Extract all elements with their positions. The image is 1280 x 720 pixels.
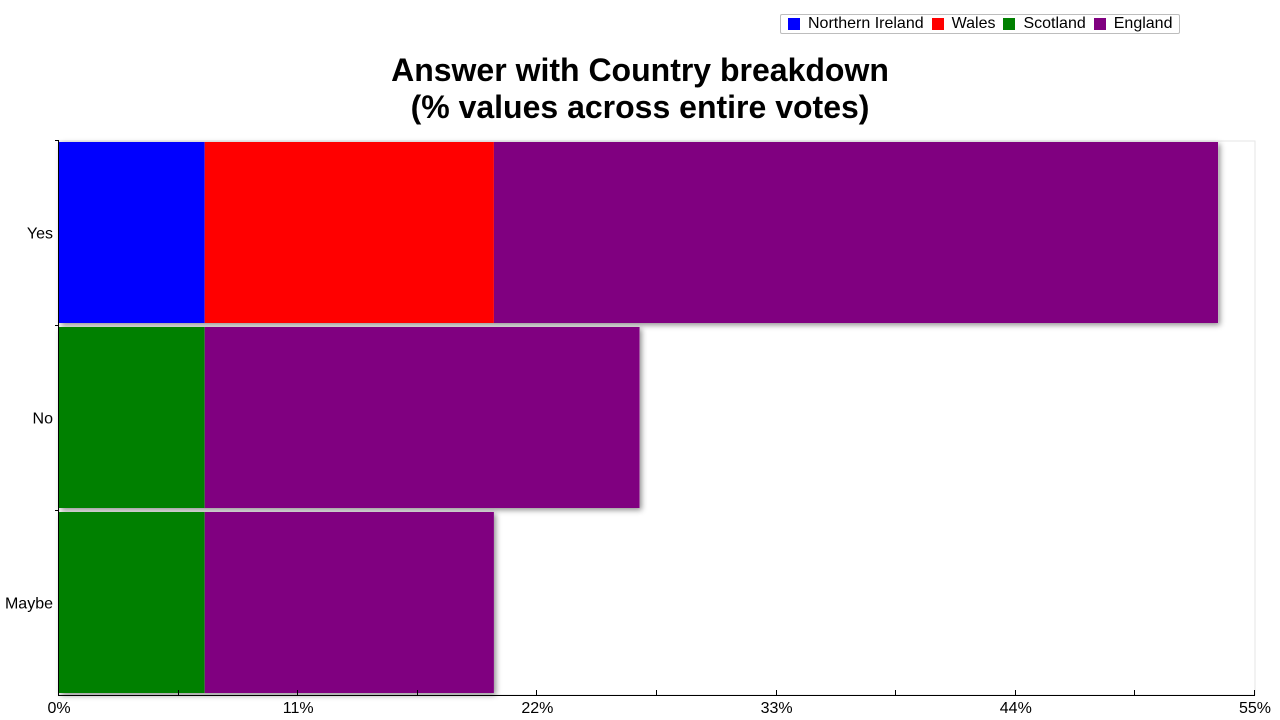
x-tick-label: 44% [1000,700,1032,717]
x-tick-label: 11% [283,700,314,717]
bar-segment [493,142,1219,323]
legend-swatch [1093,18,1106,30]
legend-item: Northern Ireland [788,15,924,33]
bar-segment [204,142,494,323]
x-tick-label: 55% [1239,700,1271,717]
bars-group [59,142,1219,693]
legend-label: Northern Ireland [808,15,924,32]
chart-title-block: Answer with Country breakdown (% values … [0,52,1280,126]
x-tick-label: 33% [761,700,793,717]
legend-label: Scotland [1023,15,1086,32]
legend-swatch [788,18,800,30]
chart-title: Answer with Country breakdown [391,52,889,88]
axes-group: Yes No Maybe 0% 11% 22% 33% 44% 55% [5,140,1271,717]
bar-segment [204,327,640,508]
legend-swatch [1003,18,1016,30]
bar-segment [59,512,205,693]
x-tick-label: 22% [521,700,553,717]
legend-item: England [1093,15,1173,33]
chart-subtitle: (% values across entire votes) [410,89,870,125]
legend-label: Wales [951,15,996,32]
bar-segment [204,512,494,693]
legend-swatch [931,18,944,30]
y-tick-label: No [33,411,54,428]
legend-item: Scotland [1003,15,1086,33]
chart-legend: Northern Ireland Wales Scotland England [780,14,1180,34]
y-tick-label: Yes [27,226,53,243]
legend-item: Wales [931,15,996,33]
y-tick-label: Maybe [5,596,53,613]
bar-segment [59,142,205,323]
legend-label: England [1113,15,1173,32]
x-tick-label: 0% [47,700,70,717]
bar-segment [59,327,205,508]
